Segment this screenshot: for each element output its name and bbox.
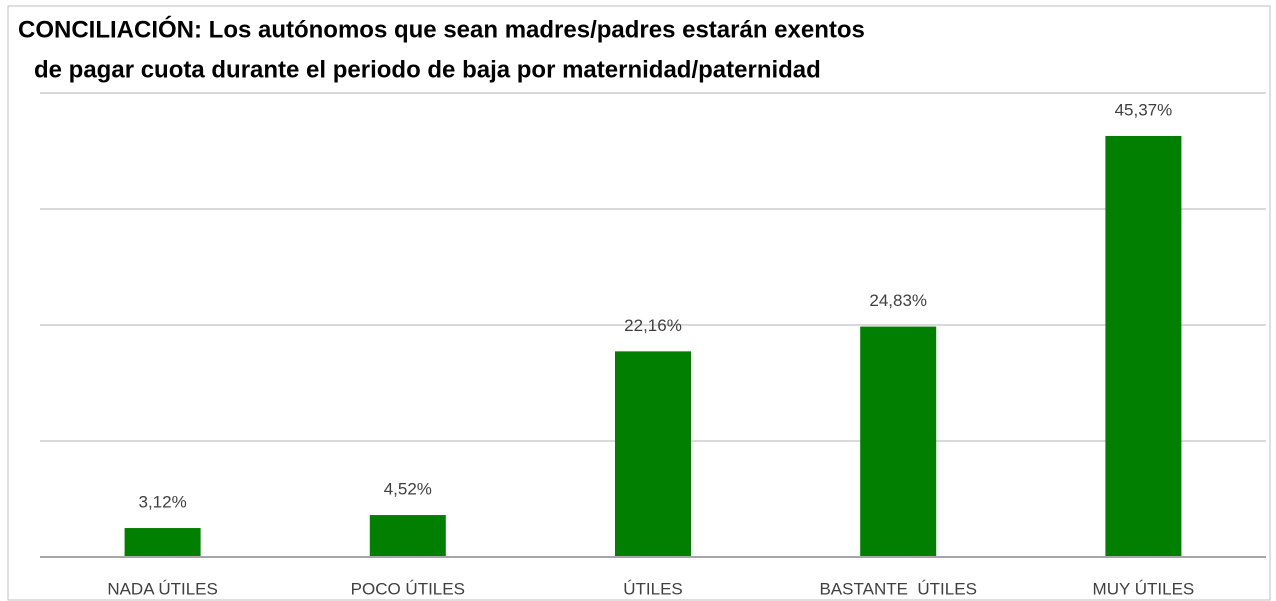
x-tick-label: POCO ÚTILES <box>351 579 465 598</box>
data-label: 4,52% <box>384 480 432 499</box>
bar <box>124 528 201 557</box>
x-tick-label: ÚTILES <box>623 579 683 598</box>
x-tick-label: BASTANTE ÚTILES <box>819 579 976 598</box>
chart-border <box>7 5 1271 601</box>
x-tick-label: MUY ÚTILES <box>1093 579 1195 598</box>
bar <box>1105 135 1182 557</box>
data-label: 22,16% <box>624 316 682 335</box>
bar <box>369 515 446 557</box>
chart-title: de pagar cuota durante el periodo de baj… <box>34 56 821 83</box>
bar <box>614 351 692 557</box>
bar <box>860 326 937 557</box>
x-tick-label: NADA ÚTILES <box>107 579 218 598</box>
data-label: 3,12% <box>138 493 186 512</box>
chart-title: CONCILIACIÓN: Los autónomos que sean mad… <box>18 15 865 43</box>
data-label: 24,83% <box>869 291 927 310</box>
data-label: 45,37% <box>1115 100 1173 119</box>
